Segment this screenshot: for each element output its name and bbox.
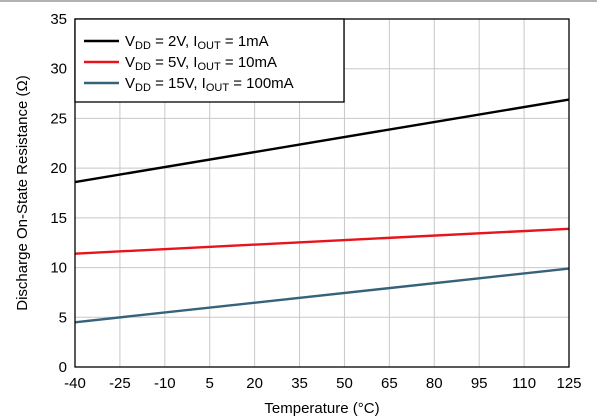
legend-label-part: V (125, 54, 135, 71)
x-tick-label: 20 (246, 375, 263, 392)
series-line-2 (74, 267, 570, 324)
x-tick-label: 80 (426, 375, 443, 392)
legend-label-part: = 10mA (221, 54, 277, 71)
legend-label-part: = 15V, I (151, 75, 206, 92)
y-tick-label: 15 (50, 210, 67, 227)
series-lines (74, 98, 570, 324)
legend-label-part: OUT (206, 82, 230, 94)
legend-label-part: DD (135, 82, 151, 94)
x-tick-label: 35 (291, 375, 308, 392)
legend-label-part: = 2V, I (151, 33, 198, 50)
legend-label: VDD = 5V, IOUT = 10mA (125, 54, 277, 73)
x-tick-labels: -40 -25 -10 5 20 35 50 65 80 95 110 125 (64, 375, 581, 392)
legend-label-part: = 5V, I (151, 54, 198, 71)
y-tick-labels: 0 5 10 15 20 25 30 35 (50, 11, 67, 376)
legend-label-part: V (125, 75, 135, 92)
y-tick-label: 35 (50, 11, 67, 28)
x-tick-label: -40 (64, 375, 86, 392)
legend-label-part: = 100mA (229, 75, 294, 92)
legend-label-part: OUT (197, 61, 221, 73)
x-tick-label: -10 (154, 375, 176, 392)
x-tick-label: 65 (381, 375, 398, 392)
legend-label-part: V (125, 33, 135, 50)
legend-label-part: DD (135, 40, 151, 52)
x-tick-label: 95 (471, 375, 488, 392)
y-axis-title: Discharge On-State Resistance (Ω) (14, 75, 31, 310)
legend-label-part: DD (135, 61, 151, 73)
series-line-0 (74, 98, 570, 184)
y-tick-label: 30 (50, 61, 67, 78)
legend-label-part: = 1mA (221, 33, 269, 50)
y-tick-label: 10 (50, 260, 67, 277)
x-axis-title: Temperature (°C) (264, 400, 379, 417)
x-tick-label: 50 (336, 375, 353, 392)
legend-label: VDD = 2V, IOUT = 1mA (125, 33, 269, 52)
y-tick-label: 0 (59, 359, 67, 376)
legend-box (74, 18, 345, 103)
x-tick-label: 110 (512, 375, 536, 392)
series-line-1 (74, 227, 570, 255)
y-tick-label: 5 (59, 309, 67, 326)
legend-label: VDD = 15V, IOUT = 100mA (125, 75, 294, 94)
x-tick-label: 5 (206, 375, 214, 392)
y-tick-label: 20 (50, 160, 67, 177)
x-tick-label: -25 (109, 375, 131, 392)
y-tick-label: 25 (50, 110, 67, 127)
x-tick-label: 125 (556, 375, 581, 392)
legend-label-part: OUT (197, 40, 221, 52)
